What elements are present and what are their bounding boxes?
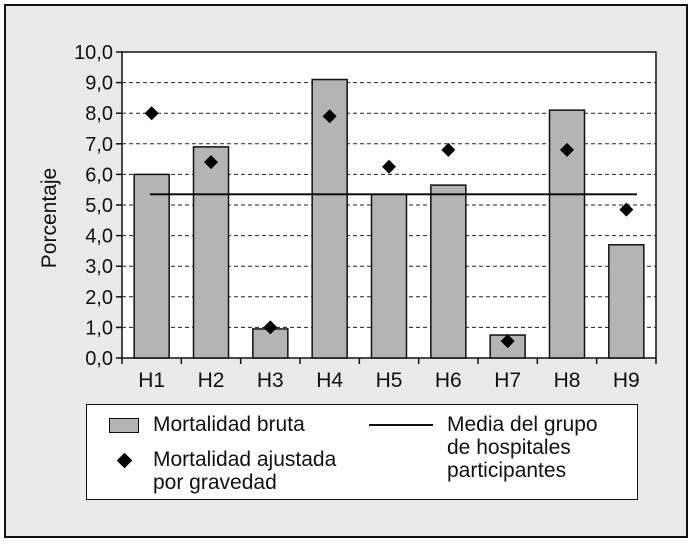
- diamond-h4: [322, 109, 337, 124]
- y-tick-label: 7,0: [85, 134, 113, 156]
- bar-h6: [430, 184, 467, 359]
- x-tick-label: H4: [316, 369, 343, 392]
- diamond-h1: [144, 106, 159, 121]
- y-axis-label: Porcentaje: [38, 168, 61, 268]
- y-tick-label: 4,0: [85, 226, 113, 248]
- bar-h2: [192, 146, 230, 359]
- bar-h4: [311, 78, 348, 359]
- legend-diamond-swatch: [116, 452, 133, 469]
- diamond-h3: [263, 320, 278, 335]
- y-tick-label: 3,0: [85, 256, 113, 278]
- y-axis: 0,0 1,0 2,0 3,0 4,0 5,0 6,0 7,0 8,0 9,0 10,0: [74, 42, 122, 370]
- x-tick-label: H8: [554, 369, 581, 392]
- y-tick-label: 8,0: [85, 103, 113, 125]
- y-tick-label: 6,0: [85, 164, 113, 186]
- diamond-h7: [500, 334, 515, 349]
- x-tick-label: H6: [435, 369, 462, 392]
- x-tick-label: H1: [138, 369, 165, 392]
- y-tick-label: 5,0: [85, 195, 113, 217]
- y-tick-label: 9,0: [85, 73, 113, 95]
- x-tick-label: H2: [198, 369, 225, 392]
- x-tick-label: H5: [376, 369, 403, 392]
- legend-bar-label: Mortalidad bruta: [153, 413, 305, 436]
- diamond-h6: [441, 142, 456, 157]
- legend: Mortalidad bruta Mortalidad ajustada por…: [86, 404, 638, 500]
- diamond-h5: [382, 159, 396, 174]
- diamond-h9: [619, 202, 634, 217]
- legend-diamond-label: Mortalidad ajustada por gravedad: [153, 448, 337, 494]
- y-tick-label: 10,0: [74, 42, 113, 64]
- y-tick-label: 1,0: [85, 317, 113, 339]
- x-tick-label: H7: [494, 369, 521, 392]
- markers: [144, 106, 634, 349]
- y-tick-label: 2,0: [85, 287, 113, 309]
- bar-h1: [133, 173, 170, 359]
- diamond-h8: [560, 142, 574, 157]
- legend-line-label: Media del grupo de hospitales participan…: [447, 413, 598, 482]
- legend-bar-swatch: [109, 418, 139, 433]
- legend-line-swatch: [369, 424, 433, 426]
- bar-h5: [370, 193, 408, 359]
- y-tick-label: 0,0: [85, 348, 113, 370]
- x-tick-label: H3: [257, 369, 284, 392]
- x-axis: H1 H2 H3 H4 H5 H6 H7 H8 H9: [121, 358, 657, 392]
- diamond-h2: [204, 155, 218, 170]
- x-tick-label: H9: [613, 369, 640, 392]
- bar-h9: [608, 244, 645, 359]
